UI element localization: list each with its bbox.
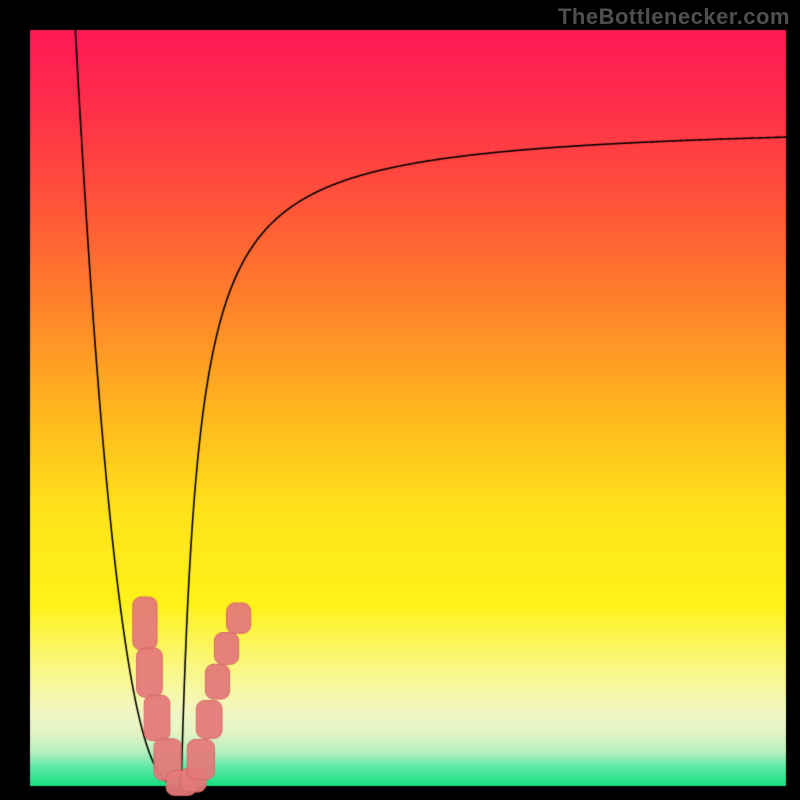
chart-stage: TheBottlenecker.com xyxy=(0,0,800,800)
chart-canvas xyxy=(0,0,800,800)
